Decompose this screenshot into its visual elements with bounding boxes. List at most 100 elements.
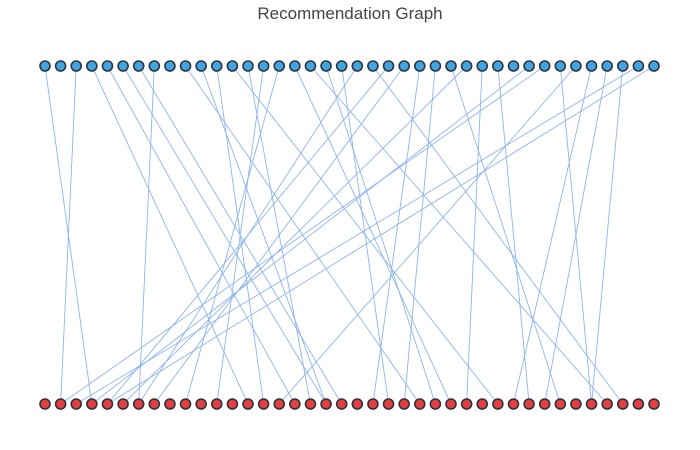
top-node-18[interactable]: [320, 60, 332, 72]
top-node-14[interactable]: [257, 60, 270, 72]
bottom-node-19[interactable]: [335, 398, 348, 410]
bottom-node-38[interactable]: [632, 398, 645, 410]
bottom-node-24[interactable]: [413, 398, 426, 410]
bottom-node-4[interactable]: [101, 398, 114, 410]
bottom-node-0[interactable]: [39, 398, 51, 410]
top-node-0[interactable]: [39, 60, 51, 72]
bottom-node-20[interactable]: [351, 398, 364, 410]
edge-27-5: [122, 65, 467, 405]
top-node-33[interactable]: [554, 60, 567, 72]
bottom-node-23[interactable]: [398, 398, 410, 410]
edge-36-32: [544, 65, 608, 405]
top-node-21[interactable]: [367, 60, 379, 72]
bottom-node-13[interactable]: [242, 398, 254, 410]
bottom-node-5[interactable]: [117, 398, 129, 410]
top-node-29[interactable]: [492, 60, 504, 72]
top-node-1[interactable]: [54, 60, 67, 72]
bottom-node-1[interactable]: [54, 398, 67, 410]
edge-22-4: [107, 65, 389, 405]
bottom-node-27[interactable]: [460, 398, 473, 410]
top-node-28[interactable]: [476, 60, 489, 72]
top-node-12[interactable]: [226, 60, 239, 72]
bottom-node-33[interactable]: [554, 398, 567, 410]
top-node-20[interactable]: [351, 60, 364, 72]
graph-title: Recommendation Graph: [257, 4, 443, 23]
top-node-9[interactable]: [179, 60, 192, 72]
bottom-node-11[interactable]: [210, 398, 223, 410]
top-node-30[interactable]: [507, 60, 520, 72]
top-node-27[interactable]: [460, 60, 473, 72]
top-node-13[interactable]: [242, 60, 254, 72]
bottom-node-18[interactable]: [320, 398, 332, 410]
top-node-5[interactable]: [117, 60, 129, 72]
bottom-node-29[interactable]: [492, 398, 504, 410]
top-node-32[interactable]: [538, 60, 551, 72]
edge-3-13: [91, 65, 249, 405]
bottom-node-35[interactable]: [585, 398, 598, 410]
top-node-34[interactable]: [570, 60, 582, 72]
bottom-node-3[interactable]: [86, 398, 98, 410]
top-node-35[interactable]: [585, 60, 598, 72]
bottom-node-8[interactable]: [164, 398, 176, 410]
edge-2-1: [60, 65, 77, 405]
edge-37-35: [591, 65, 624, 405]
bottom-node-7[interactable]: [148, 398, 161, 410]
top-node-37[interactable]: [616, 60, 629, 72]
top-node-24[interactable]: [413, 60, 426, 72]
top-node-11[interactable]: [210, 60, 223, 72]
bottom-node-17[interactable]: [304, 398, 317, 410]
bottom-node-14[interactable]: [257, 398, 270, 410]
bottom-node-31[interactable]: [523, 398, 535, 410]
top-node-2[interactable]: [70, 60, 83, 72]
edge-7-6: [138, 65, 155, 405]
bottom-node-26[interactable]: [445, 398, 457, 410]
edge-26-33: [450, 65, 561, 405]
top-node-22[interactable]: [382, 60, 395, 72]
edge-5-18: [122, 65, 327, 405]
bottom-node-6[interactable]: [132, 398, 145, 410]
top-node-25[interactable]: [429, 60, 442, 72]
bottom-node-34[interactable]: [570, 398, 582, 410]
top-node-row: [39, 60, 660, 72]
edge-10-18: [200, 65, 327, 405]
bottom-node-32[interactable]: [538, 398, 551, 410]
top-node-6[interactable]: [132, 60, 145, 72]
top-node-15[interactable]: [273, 60, 286, 72]
top-node-39[interactable]: [648, 60, 660, 72]
bottom-node-12[interactable]: [226, 398, 239, 410]
bottom-node-39[interactable]: [648, 398, 660, 410]
top-node-8[interactable]: [164, 60, 176, 72]
top-node-10[interactable]: [195, 60, 207, 72]
top-node-3[interactable]: [86, 60, 98, 72]
edge-layer: [44, 65, 655, 405]
top-node-36[interactable]: [601, 60, 613, 72]
edge-15-9: [185, 65, 280, 405]
top-node-26[interactable]: [445, 60, 457, 72]
bottom-node-30[interactable]: [507, 398, 520, 410]
bottom-node-22[interactable]: [382, 398, 395, 410]
top-node-7[interactable]: [148, 60, 161, 72]
edge-31-3: [91, 65, 530, 405]
edge-32-1: [60, 65, 545, 405]
edge-23-7: [153, 65, 405, 405]
bottom-node-36[interactable]: [601, 398, 613, 410]
bottom-node-10[interactable]: [195, 398, 207, 410]
bottom-node-28[interactable]: [476, 398, 489, 410]
bottom-node-9[interactable]: [179, 398, 192, 410]
edge-35-30: [513, 65, 592, 405]
bottom-node-37[interactable]: [616, 398, 629, 410]
bottom-node-25[interactable]: [429, 398, 442, 410]
top-node-23[interactable]: [398, 60, 410, 72]
bottom-node-15[interactable]: [273, 398, 286, 410]
edge-24-21: [372, 65, 421, 405]
top-node-17[interactable]: [304, 60, 317, 72]
top-node-38[interactable]: [632, 60, 645, 72]
bottom-node-16[interactable]: [289, 398, 301, 410]
bottom-node-2[interactable]: [70, 398, 83, 410]
top-node-19[interactable]: [335, 60, 348, 72]
top-node-16[interactable]: [289, 60, 301, 72]
top-node-31[interactable]: [523, 60, 535, 72]
edge-17-36: [310, 65, 608, 405]
top-node-4[interactable]: [101, 60, 114, 72]
bottom-node-21[interactable]: [367, 398, 379, 410]
